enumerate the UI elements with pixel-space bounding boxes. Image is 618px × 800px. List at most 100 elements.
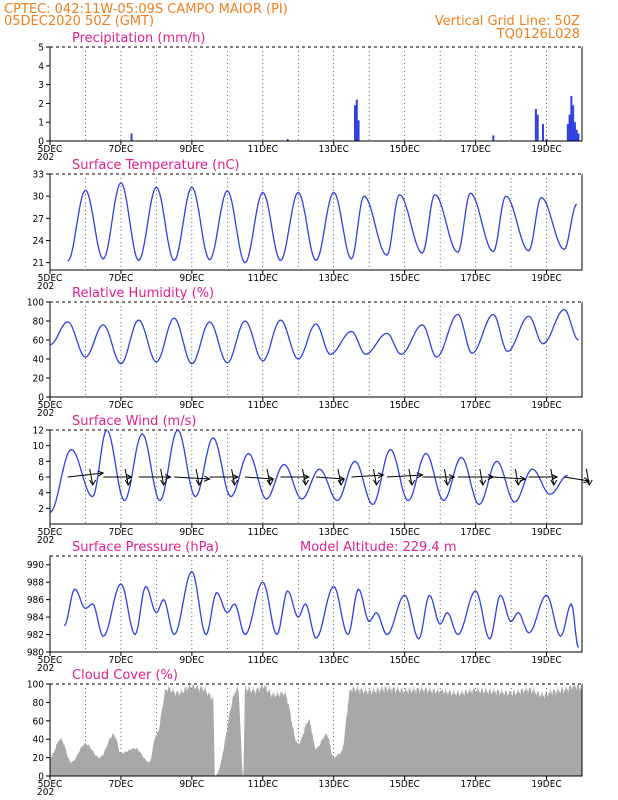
x-tick-label: 15DEC [389, 779, 419, 790]
pres-title: Surface Pressure (hPa) [72, 540, 219, 555]
x-tick-label: 13DEC [319, 144, 349, 155]
precip-bar [575, 129, 578, 141]
wind-arrow-head [203, 475, 211, 482]
precip-bar [357, 120, 360, 141]
wind-arrow-head [514, 479, 522, 486]
year-label: 202 [37, 408, 54, 419]
y-tick-label: 40 [33, 355, 45, 366]
x-tick-label: 19DEC [531, 144, 561, 155]
y-tick-label: 60 [33, 336, 45, 347]
cloud-panel: 0 20 40 60 80 100 5DEC 7DEC 9DEC 11DEC 13DEC 15DEC 1… [27, 668, 583, 798]
precip-bar [541, 124, 544, 141]
x-tick-label: 11DEC [248, 400, 278, 411]
wind-vector [550, 468, 555, 486]
wind-arrow-head [266, 479, 274, 486]
wind-arrow-head [232, 473, 240, 481]
x-tick-label: 9DEC [180, 144, 205, 155]
year-label: 202 [37, 152, 54, 163]
wind-arrow-head [337, 479, 345, 486]
station-header: CPTEC: 042:11W-05:09S CAMPO MAIOR (PI) [4, 2, 288, 17]
wind-arrow-head [89, 479, 97, 486]
y-tick-label: 30 [33, 192, 45, 203]
precip-bar [570, 95, 573, 141]
y-tick-label: 5 [38, 43, 44, 54]
pres-line [63, 570, 580, 648]
wind-arrow-head [416, 472, 424, 479]
wind-arrow-head [550, 479, 558, 486]
x-tick-label: 19DEC [531, 527, 561, 538]
x-tick-label: 11DEC [248, 273, 278, 284]
precip-bar [568, 114, 571, 141]
cloud-title: Cloud Cover (%) [72, 668, 178, 683]
y-tick-label: 988 [27, 578, 44, 589]
x-tick-label: 17DEC [460, 273, 490, 284]
x-tick-label: 17DEC [460, 779, 490, 790]
wind-arrow-head [302, 479, 309, 486]
wind-vector [337, 468, 342, 486]
x-tick-label: 17DEC [460, 527, 490, 538]
x-tick-label: 19DEC [531, 400, 561, 411]
x-tick-label: 13DEC [319, 400, 349, 411]
precip-bar [354, 105, 357, 141]
precip-bar [577, 133, 580, 141]
wind-arrow-head [377, 472, 385, 479]
x-tick-label: 19DEC [531, 655, 561, 666]
y-tick-label: 4 [38, 488, 44, 499]
wind-arrow-head [160, 479, 168, 486]
wind-line [49, 429, 568, 513]
y-tick-label: 3 [38, 80, 44, 91]
temp-title: Surface Temperature (nC) [72, 158, 240, 173]
wind-arrow-head [551, 473, 559, 481]
y-tick-label: 27 [33, 214, 44, 225]
wind-arrow-head [303, 473, 311, 481]
precip-bar [572, 105, 575, 141]
wind-vector [479, 468, 484, 486]
x-tick-label: 11DEC [248, 779, 278, 790]
precip-panel: 0 1 2 3 4 5 5DEC 7DEC 9DEC 11DEC 13DEC 15DEC 17DEC 19… [37, 31, 583, 163]
x-tick-label: 13DEC [319, 779, 349, 790]
y-tick-label: 33 [33, 170, 44, 181]
temp-panel: 21 24 27 30 33 5DEC 7DEC 9DEC 11DEC 13DEC 15DEC 17D… [33, 158, 583, 292]
x-tick-label: 13DEC [319, 527, 349, 538]
precip-bar [355, 99, 358, 141]
wind-arrow-head [487, 473, 495, 481]
x-tick-label: 7DEC [109, 527, 134, 538]
year-label: 202 [37, 787, 54, 798]
wind-arrow-head [585, 479, 593, 486]
y-tick-label: 984 [27, 613, 44, 624]
x-tick-label: 11DEC [248, 527, 278, 538]
wind-arrow-head [408, 479, 416, 486]
x-tick-label: 7DEC [109, 144, 134, 155]
rh-panel: 0 20 40 60 80 100 5DEC 7DEC 9DEC 11DEC 13DEC 15DEC 1… [27, 286, 583, 419]
y-tick-label: 0 [38, 137, 44, 148]
wind-vector [386, 474, 423, 478]
wind-vector [564, 476, 590, 482]
wind-arrow-head [124, 479, 132, 486]
plot-frame [49, 301, 583, 398]
wind-vector [160, 468, 165, 486]
wind-vector [408, 468, 413, 486]
y-tick-label: 0 [38, 393, 44, 404]
x-tick-label: 9DEC [180, 779, 205, 790]
x-tick-label: 7DEC [109, 655, 134, 666]
wind-arrow-head [97, 470, 105, 477]
y-tick-label: 100 [27, 680, 44, 691]
x-tick-label: 11DEC [248, 655, 278, 666]
x-tick-label: 5DEC [38, 144, 63, 155]
model-altitude: Model Altitude: 229.4 m [300, 540, 457, 555]
x-tick-label: 9DEC [180, 655, 205, 666]
model-code: TQ0126L028 [496, 27, 580, 42]
x-tick-label: 17DEC [460, 400, 490, 411]
precip-bar [534, 109, 537, 141]
y-tick-label: 24 [33, 236, 45, 247]
wind-vector [514, 468, 519, 486]
pres-panel: 980 982 984 986 988 990 5DEC 7DEC 9DEC 11DEC 13DEC… [27, 540, 583, 674]
wind-vector [124, 468, 129, 486]
y-tick-label: 8 [38, 457, 44, 468]
precip-bar [573, 122, 576, 141]
y-tick-label: 12 [33, 426, 44, 437]
y-tick-label: 990 [27, 560, 44, 571]
year-label: 202 [37, 535, 54, 546]
y-tick-label: 60 [33, 716, 45, 727]
y-tick-label: 0 [38, 772, 44, 783]
